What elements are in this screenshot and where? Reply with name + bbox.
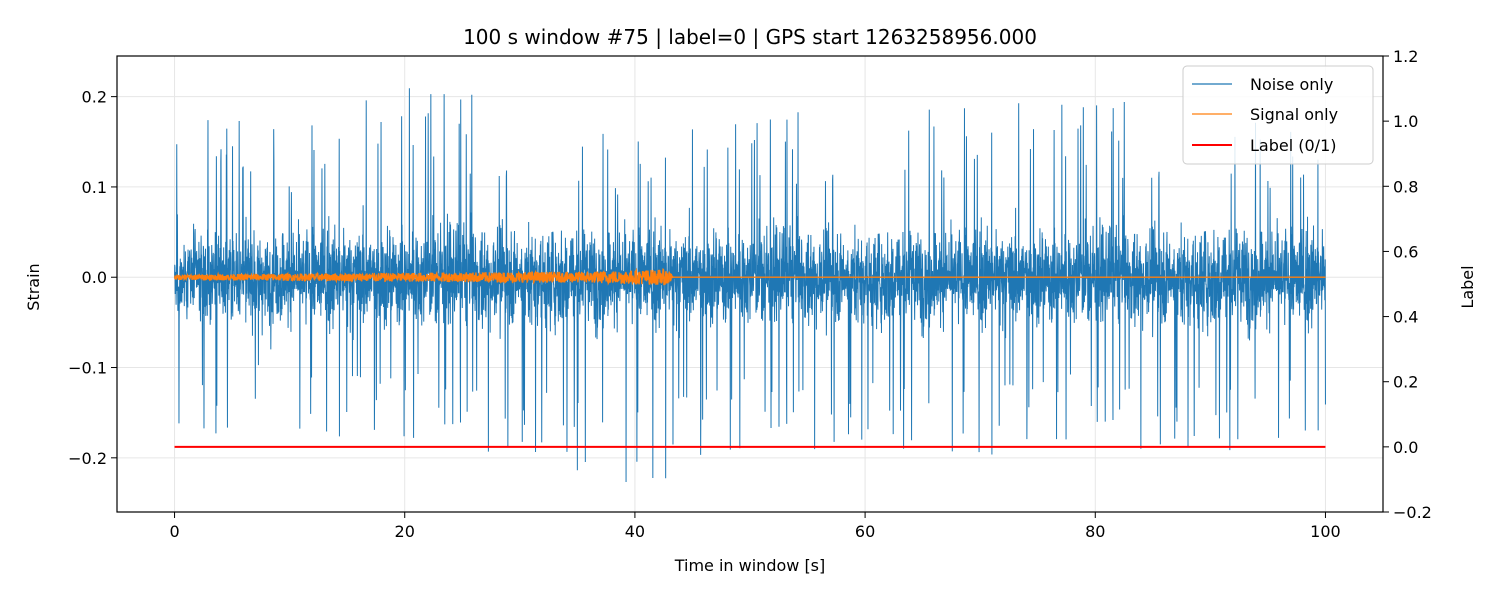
y-tick-label: −0.2 — [68, 449, 107, 468]
y-tick-label: 0.0 — [82, 268, 107, 287]
series-noise-only — [174, 88, 1326, 482]
x-axis: 0 20 40 60 80 100 — [169, 512, 1341, 541]
y2-tick-label: 1.0 — [1393, 112, 1418, 131]
x-tick-label: 100 — [1310, 522, 1341, 541]
plot-series — [173, 88, 1326, 482]
y-axis-right: −0.2 0.0 0.2 0.4 0.6 0.8 1.0 1.2 — [1383, 47, 1432, 522]
y-tick-label: 0.2 — [82, 88, 107, 107]
x-tick-label: 0 — [169, 522, 179, 541]
legend-label-noise: Noise only — [1250, 75, 1333, 94]
y-tick-label: −0.1 — [68, 359, 107, 378]
legend-label-label: Label (0/1) — [1250, 136, 1336, 155]
y2-axis-title: Label — [1458, 265, 1477, 308]
y2-tick-label: −0.2 — [1393, 503, 1432, 522]
x-tick-label: 80 — [1085, 522, 1105, 541]
legend-frame — [1182, 65, 1374, 165]
x-axis-title: Time in window [s] — [674, 556, 826, 575]
y2-tick-label: 0.6 — [1393, 242, 1418, 261]
series-signal-only — [173, 267, 1326, 286]
x-tick-label: 60 — [855, 522, 875, 541]
legend-label-signal: Signal only — [1250, 105, 1338, 124]
y2-tick-label: 1.2 — [1393, 47, 1418, 66]
legend: Noise only Signal only Label (0/1) — [1182, 65, 1374, 165]
y2-tick-label: 0.2 — [1393, 373, 1418, 392]
x-tick-label: 20 — [395, 522, 415, 541]
y-axis-left: −0.2 −0.1 0.0 0.1 0.2 — [68, 88, 117, 468]
chart-title: 100 s window #75 | label=0 | GPS start 1… — [463, 25, 1037, 49]
plot-frame — [116, 55, 1384, 513]
y-axis-title: Strain — [24, 263, 43, 310]
x-tick-label: 40 — [625, 522, 645, 541]
y-tick-label: 0.1 — [82, 178, 107, 197]
y2-tick-label: 0.8 — [1393, 177, 1418, 196]
y2-tick-label: 0.4 — [1393, 308, 1418, 327]
y2-tick-label: 0.0 — [1393, 438, 1418, 457]
